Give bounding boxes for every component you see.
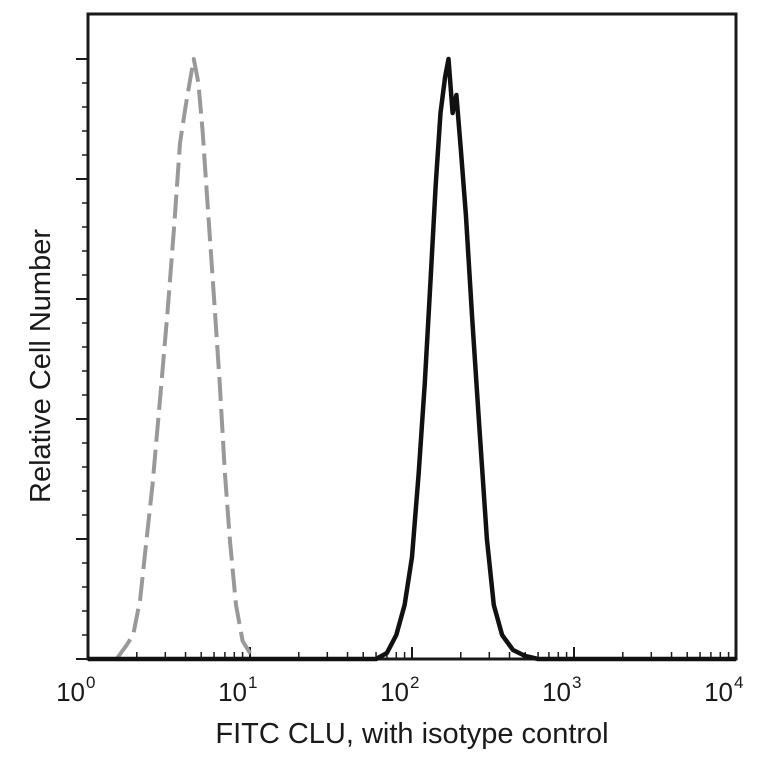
x-tick-base: 10 [704, 677, 733, 707]
x-tick-label: 10 0 [56, 673, 95, 707]
x-tick-exponent: 4 [734, 673, 743, 692]
x-tick-exponent: 3 [572, 673, 581, 692]
x-tick-base: 10 [218, 677, 247, 707]
x-tick-exponent: 0 [86, 673, 95, 692]
y-axis-title: Relative Cell Number [25, 229, 57, 503]
x-axis-title: FITC CLU, with isotype control [215, 718, 608, 750]
series-layer [88, 56, 736, 662]
x-tick-label: 10 2 [380, 673, 419, 707]
x-tick-exponent: 1 [248, 673, 257, 692]
clu-series [88, 56, 736, 662]
x-tick-label: 10 1 [218, 673, 257, 707]
isotype-control-series [114, 57, 259, 661]
x-tick-base: 10 [542, 677, 571, 707]
x-tick-base: 10 [380, 677, 409, 707]
x-tick-label: 10 4 [704, 673, 743, 707]
x-tick-label: 10 3 [542, 673, 581, 707]
y-axis-ticks [76, 58, 88, 660]
x-tick-labels: 10 0 10 1 10 2 10 3 10 4 [56, 673, 743, 707]
x-tick-exponent: 2 [410, 673, 419, 692]
x-tick-base: 10 [56, 677, 85, 707]
